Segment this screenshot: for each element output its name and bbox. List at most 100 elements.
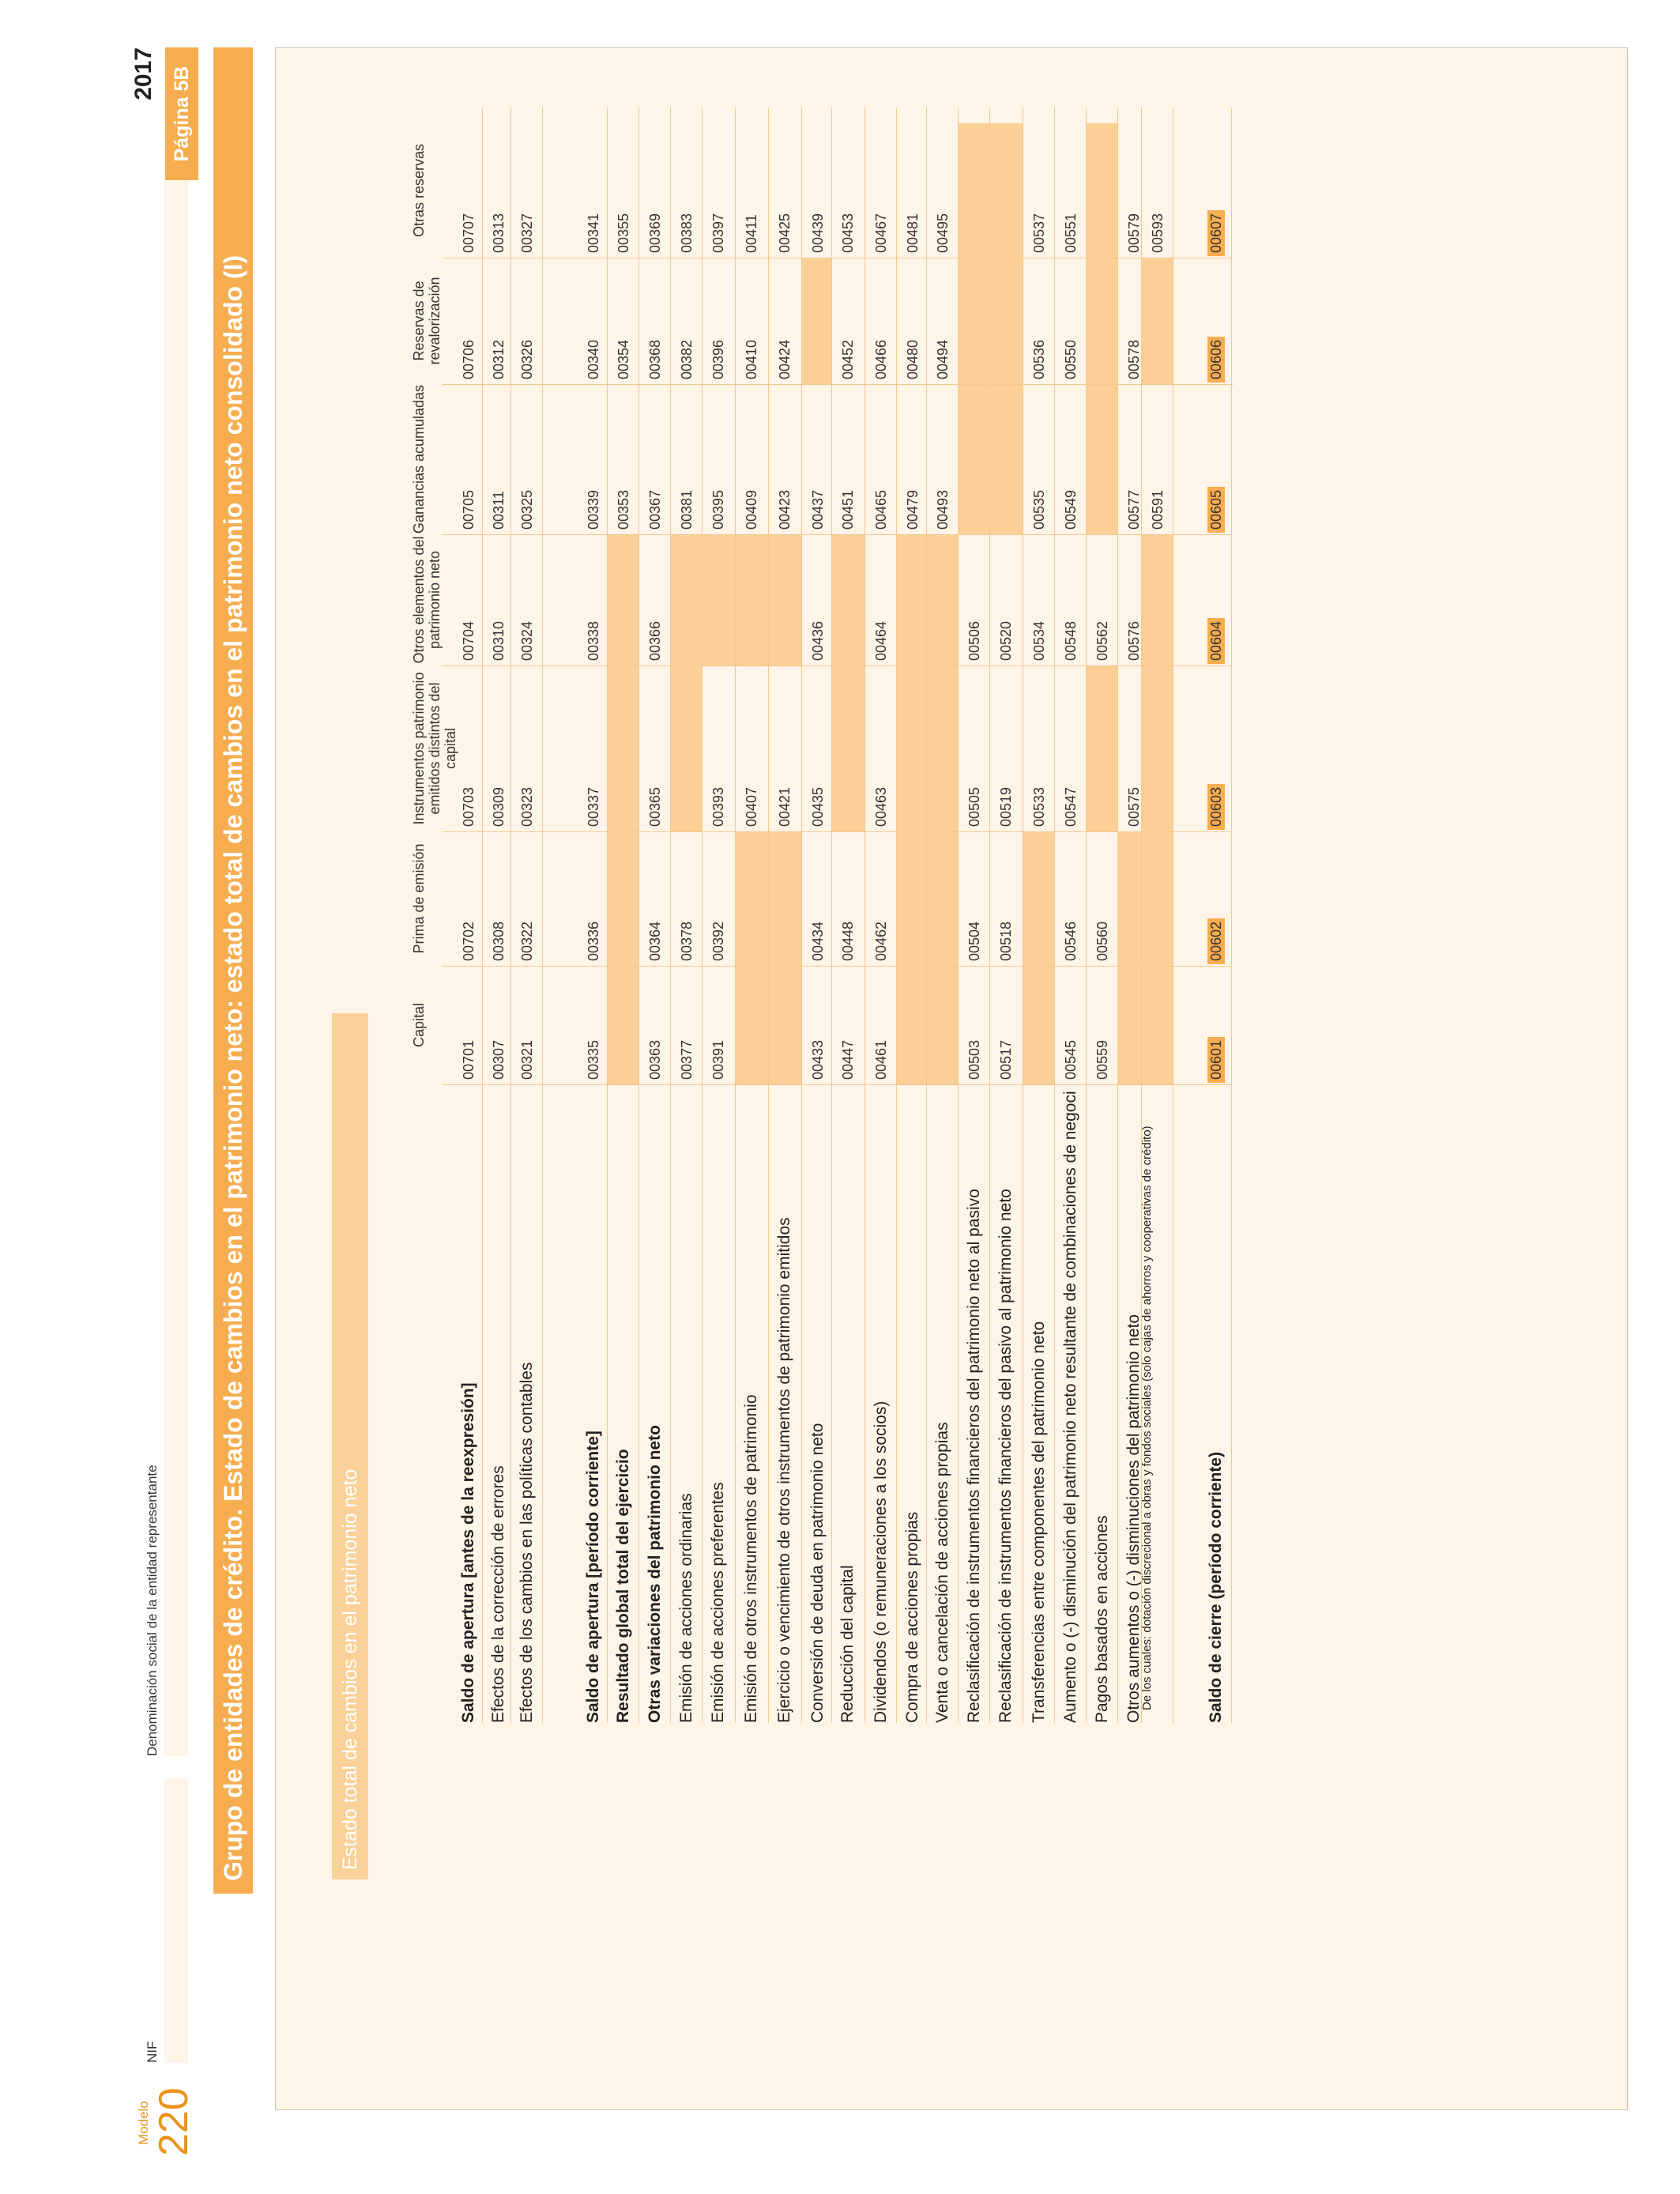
field-code[interactable]: 00325: [519, 489, 535, 530]
amount-input[interactable]: [675, 128, 699, 210]
amount-input[interactable]: [1204, 971, 1228, 1037]
field-code[interactable]: 00411: [744, 214, 759, 253]
field-code[interactable]: 00312: [491, 339, 507, 379]
amount-input[interactable]: [1027, 670, 1051, 784]
field-code[interactable]: 00701: [461, 1039, 477, 1080]
field-code[interactable]: 00437: [810, 489, 826, 530]
amount-input[interactable]: [515, 836, 539, 918]
amount-input[interactable]: [740, 128, 765, 210]
field-code[interactable]: 00321: [519, 1039, 535, 1080]
amount-input[interactable]: [1090, 836, 1114, 918]
field-code[interactable]: 00378: [679, 921, 695, 961]
amount-input[interactable]: [643, 971, 667, 1037]
field-code[interactable]: 00395: [710, 489, 726, 530]
amount-input[interactable]: [612, 262, 635, 337]
field-code[interactable]: 00518: [998, 921, 1014, 961]
field-code[interactable]: 00606: [1207, 336, 1225, 383]
field-code[interactable]: 00702: [461, 921, 477, 961]
field-code[interactable]: 00326: [519, 339, 535, 379]
field-code[interactable]: 00537: [1031, 213, 1047, 253]
amount-input[interactable]: [1059, 670, 1083, 784]
field-code[interactable]: 00311: [491, 491, 507, 530]
amount-input[interactable]: [582, 539, 604, 618]
nif-field[interactable]: [164, 1778, 188, 2063]
amount-input[interactable]: [582, 971, 604, 1037]
field-code[interactable]: 00520: [998, 620, 1014, 661]
amount-input[interactable]: [773, 128, 798, 210]
amount-input[interactable]: [1059, 262, 1083, 337]
field-code[interactable]: 00448: [840, 921, 856, 961]
amount-input[interactable]: [487, 836, 507, 918]
field-code[interactable]: 00551: [1063, 213, 1079, 253]
field-code[interactable]: 00519: [998, 786, 1014, 827]
amount-input[interactable]: [836, 262, 861, 337]
field-code[interactable]: 00703: [461, 786, 477, 827]
amount-input[interactable]: [806, 128, 828, 210]
field-code[interactable]: 00439: [810, 213, 826, 253]
field-code[interactable]: 00603: [1207, 783, 1225, 830]
amount-input[interactable]: [901, 128, 923, 210]
amount-input[interactable]: [487, 262, 507, 337]
amount-input[interactable]: [1204, 262, 1228, 337]
amount-input[interactable]: [1059, 836, 1083, 918]
field-code[interactable]: 00577: [1126, 489, 1142, 530]
amount-input[interactable]: [962, 670, 986, 784]
field-code[interactable]: 00559: [1094, 1039, 1110, 1080]
field-code[interactable]: 00392: [710, 921, 726, 961]
amount-input[interactable]: [706, 836, 732, 918]
amount-input[interactable]: [643, 262, 667, 337]
field-code[interactable]: 00335: [586, 1039, 601, 1080]
amount-input[interactable]: [1059, 389, 1083, 487]
field-code[interactable]: 00313: [491, 213, 507, 253]
field-code[interactable]: 00578: [1126, 339, 1142, 379]
field-code[interactable]: 00463: [873, 786, 889, 827]
field-code[interactable]: 00481: [905, 213, 921, 253]
amount-input[interactable]: [515, 539, 539, 618]
field-code[interactable]: 00466: [873, 339, 889, 379]
field-code[interactable]: 00601: [1207, 1036, 1225, 1083]
amount-input[interactable]: [962, 971, 986, 1037]
field-code[interactable]: 00310: [491, 620, 507, 661]
amount-input[interactable]: [643, 389, 667, 487]
amount-input[interactable]: [1122, 389, 1138, 487]
field-code[interactable]: 00452: [840, 339, 856, 379]
field-code[interactable]: 00396: [710, 339, 726, 379]
field-code[interactable]: 00421: [777, 786, 793, 827]
amount-input[interactable]: [1204, 836, 1228, 918]
field-code[interactable]: 00436: [810, 620, 826, 661]
field-code[interactable]: 00504: [966, 921, 982, 961]
amount-input[interactable]: [901, 389, 923, 487]
amount-input[interactable]: [836, 128, 861, 210]
amount-input[interactable]: [457, 539, 479, 618]
field-code[interactable]: 00465: [873, 489, 889, 530]
field-code[interactable]: 00382: [679, 339, 695, 379]
field-code[interactable]: 00425: [777, 213, 793, 253]
field-code[interactable]: 00576: [1126, 620, 1142, 661]
amount-input[interactable]: [773, 670, 798, 784]
amount-input[interactable]: [931, 262, 955, 337]
amount-input[interactable]: [675, 389, 699, 487]
field-code[interactable]: 00383: [679, 213, 695, 253]
amount-input[interactable]: [836, 389, 861, 487]
field-code[interactable]: 00309: [491, 786, 507, 827]
field-code[interactable]: 00604: [1207, 617, 1225, 664]
amount-input[interactable]: [1146, 128, 1170, 210]
amount-input[interactable]: [931, 389, 955, 487]
amount-input[interactable]: [457, 262, 479, 337]
field-code[interactable]: 00435: [810, 786, 826, 827]
amount-input[interactable]: [1122, 262, 1138, 337]
denominacion-field[interactable]: [164, 175, 188, 1756]
field-code[interactable]: 00308: [491, 921, 507, 961]
amount-input[interactable]: [869, 971, 893, 1037]
amount-input[interactable]: [706, 670, 732, 784]
amount-input[interactable]: [1122, 539, 1138, 618]
amount-input[interactable]: [706, 389, 732, 487]
field-code[interactable]: 00461: [873, 1039, 889, 1080]
field-code[interactable]: 00336: [586, 921, 601, 961]
amount-input[interactable]: [612, 128, 635, 210]
field-code[interactable]: 00338: [586, 620, 601, 661]
field-code[interactable]: 00322: [519, 921, 535, 961]
amount-input[interactable]: [1146, 389, 1170, 487]
amount-input[interactable]: [806, 836, 828, 918]
amount-input[interactable]: [994, 670, 1019, 784]
